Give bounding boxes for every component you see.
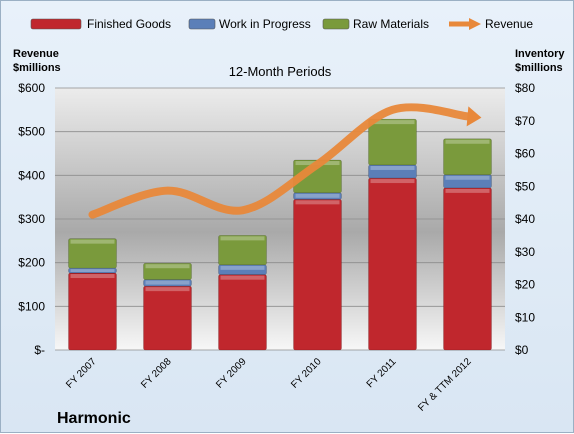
left-tick-label: $600 (18, 81, 45, 95)
bar-finished-goods (69, 273, 117, 350)
right-tick-label: $60 (515, 147, 535, 161)
x-axis: FY 2007 FY 2008 FY 2009 FY 2010 FY 2011 FY & … (64, 356, 474, 414)
right-tick-label: $20 (515, 278, 535, 292)
bar-raw-materials (369, 119, 417, 165)
bar-highlight (446, 140, 490, 144)
left-tick-label: $500 (18, 125, 45, 139)
right-tick-label: $40 (515, 212, 535, 226)
category-label: FY 2008 (139, 356, 174, 391)
right-axis: $0 $10 $20 $30 $40 $50 $60 $70 $80 (515, 81, 535, 357)
bar-highlight (71, 269, 115, 272)
right-tick-label: $30 (515, 245, 535, 259)
legend-swatch-work-in-progress (189, 19, 215, 29)
right-tick-label: $80 (515, 81, 535, 95)
category-label: FY 2007 (64, 356, 99, 391)
left-tick-label: $400 (18, 168, 45, 182)
bar-raw-materials (444, 139, 492, 175)
bar-highlight (221, 276, 265, 280)
right-tick-label: $70 (515, 114, 535, 128)
bar-finished-goods (369, 178, 417, 350)
bar-highlight (146, 264, 190, 268)
bar-highlight (446, 176, 490, 180)
left-axis-title-line1: Revenue (13, 48, 59, 60)
bar-highlight (296, 194, 340, 198)
right-tick-label: $0 (515, 343, 529, 357)
bar-highlight (221, 236, 265, 240)
left-tick-label: $300 (18, 212, 45, 226)
bar-highlight (71, 274, 115, 278)
bar-highlight (146, 281, 190, 285)
right-axis-title-line1: Inventory (515, 48, 565, 60)
legend-swatch-raw-materials (323, 19, 349, 29)
legend-label-revenue: Revenue (485, 17, 533, 31)
left-tick-label: $- (34, 343, 45, 357)
legend-swatch-finished-goods (31, 19, 81, 29)
left-tick-label: $200 (18, 256, 45, 270)
bar-highlight (71, 240, 115, 244)
bar-finished-goods (144, 286, 192, 350)
bar-highlight (371, 179, 415, 183)
left-axis: $- $100 $200 $300 $400 $500 $600 (18, 81, 45, 357)
bar-highlight (446, 189, 490, 193)
chart-title: 12-Month Periods (229, 64, 332, 79)
category-label: FY 2010 (289, 356, 324, 391)
right-tick-label: $10 (515, 310, 535, 324)
legend: Finished Goods Work in Progress Raw Mate… (31, 17, 533, 31)
left-tick-label: $100 (18, 299, 45, 313)
bar-finished-goods (294, 199, 342, 350)
legend-label-raw-materials: Raw Materials (353, 17, 429, 31)
category-label: FY 2011 (365, 356, 399, 390)
bar-highlight (146, 287, 190, 291)
bar-finished-goods (444, 188, 492, 350)
left-axis-title-line2: $millions (13, 62, 61, 74)
right-axis-title-line2: $millions (515, 62, 563, 74)
category-label: FY & TTM 2012 (416, 356, 474, 414)
legend-label-work-in-progress: Work in Progress (219, 17, 311, 31)
right-tick-label: $50 (515, 179, 535, 193)
bar-highlight (371, 166, 415, 170)
company-name: Harmonic (57, 410, 131, 427)
bar-finished-goods (219, 275, 267, 350)
legend-label-finished-goods: Finished Goods (87, 17, 171, 31)
bar-highlight (221, 266, 265, 270)
bar-highlight (296, 200, 340, 204)
category-label: FY 2009 (214, 356, 249, 391)
legend-swatch-revenue (449, 18, 481, 30)
